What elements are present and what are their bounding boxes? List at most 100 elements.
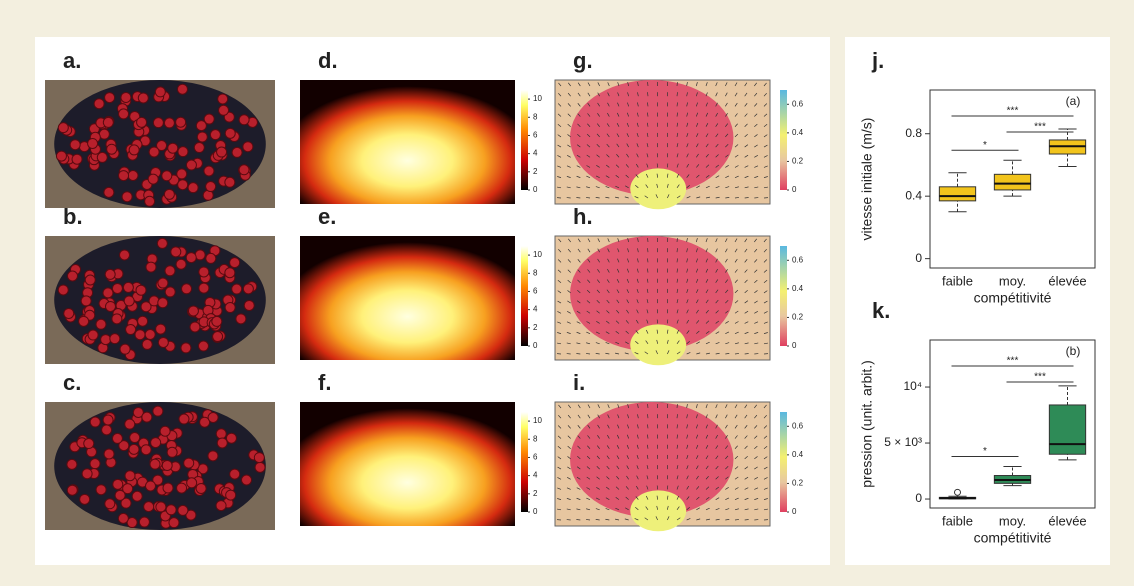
photo-head — [175, 116, 187, 128]
flow-arrow — [705, 279, 709, 283]
flow-arrow — [605, 331, 610, 334]
flow-arrow — [625, 341, 629, 345]
photo-head — [156, 140, 168, 152]
flow-arrow — [566, 176, 571, 178]
photo-head — [104, 268, 116, 280]
flow-arrow — [734, 497, 739, 500]
photo-head — [93, 98, 105, 110]
photo-head — [122, 281, 134, 293]
flow-arrow — [587, 414, 591, 419]
significance-label: *** — [1007, 106, 1019, 117]
colorbar-tick-label: 8 — [533, 434, 538, 443]
flow-arrow — [566, 155, 571, 158]
flow-arrow — [744, 331, 749, 334]
flow-arrow — [763, 332, 768, 334]
photo-head — [229, 257, 241, 269]
photo-head — [207, 450, 219, 462]
flow-arrow — [696, 320, 700, 324]
photo-head — [225, 489, 237, 501]
flow-arrow — [676, 153, 679, 158]
photo-head — [185, 509, 197, 521]
flow-arrow — [676, 102, 678, 107]
photo-head — [98, 128, 110, 140]
photo-head — [218, 104, 230, 116]
flow-arrow — [605, 508, 610, 511]
flow-arrow — [754, 123, 758, 127]
flow-arrow — [577, 82, 581, 87]
photo-head — [152, 474, 164, 486]
flow-arrow — [635, 319, 639, 324]
flow-arrow — [596, 445, 600, 449]
flow-arrow — [686, 352, 691, 355]
flow-arrow — [606, 299, 610, 304]
flow-arrow — [634, 518, 639, 521]
flow-arrow — [656, 505, 659, 510]
flow-arrow — [715, 289, 719, 294]
flow-arrow — [754, 321, 759, 324]
flow-arrow — [686, 112, 689, 117]
flow-arrow — [734, 165, 739, 168]
panel-label: c. — [63, 370, 81, 395]
photo-head — [131, 490, 143, 502]
flow-arrow — [567, 425, 571, 429]
flow-arrow — [627, 248, 630, 253]
flow-arrow — [696, 309, 699, 314]
flow-arrow — [725, 497, 730, 500]
flow-arrow — [676, 143, 679, 148]
flow-arrow — [754, 269, 758, 273]
photo-head — [186, 477, 198, 489]
photo-head — [164, 286, 176, 298]
flow-arrow — [615, 507, 620, 511]
flow-arrow — [647, 248, 649, 253]
flow-arrow — [635, 330, 639, 334]
photo-head — [189, 321, 201, 333]
photo-head — [198, 266, 210, 278]
flow-arrow — [763, 103, 768, 107]
flow-arrow — [744, 165, 749, 168]
photo-head — [112, 478, 124, 490]
panel-bg — [845, 37, 1110, 565]
flow-arrow — [715, 310, 719, 314]
flow-arrow — [647, 268, 649, 273]
flow-arrow — [686, 414, 688, 419]
flow-arrow — [605, 342, 610, 345]
photo-head — [165, 504, 177, 516]
photo-head — [124, 418, 136, 430]
colorbar — [521, 246, 528, 346]
photo-head — [135, 284, 147, 296]
flow-arrow — [715, 434, 718, 439]
flow-arrow — [557, 332, 562, 334]
flow-arrow — [763, 165, 768, 168]
flow-arrow — [586, 508, 591, 511]
flow-arrow — [637, 82, 639, 87]
flow-arrow — [763, 248, 767, 253]
flow-arrow — [596, 320, 600, 324]
colorbar-tick-label: 6 — [533, 453, 538, 462]
colorbar-tick-label: 10 — [533, 416, 542, 425]
flow-arrow — [705, 175, 710, 178]
flow-arrow — [656, 183, 659, 188]
photo-head — [66, 458, 78, 470]
photo-head — [89, 416, 101, 428]
flow-arrow — [705, 238, 708, 243]
photo-head — [170, 246, 182, 258]
photo-head — [231, 283, 243, 295]
flow-arrow — [744, 154, 749, 158]
flow-arrow — [557, 155, 562, 158]
photo-head — [137, 315, 149, 327]
photo-head — [87, 137, 99, 149]
flow-arrow — [705, 455, 709, 460]
colorbar — [521, 90, 528, 190]
flow-arrow — [587, 435, 591, 439]
flow-arrow — [607, 112, 610, 117]
flow-arrow — [744, 321, 749, 324]
flow-arrow — [696, 196, 701, 199]
flow-arrow — [557, 134, 562, 138]
flow-arrow — [715, 258, 718, 263]
flow-arrow — [637, 424, 639, 429]
flow-arrow — [666, 173, 669, 178]
flow-arrow — [763, 186, 768, 189]
flow-arrow — [557, 342, 562, 345]
flow-arrow — [754, 82, 758, 87]
photo-head — [140, 301, 152, 313]
